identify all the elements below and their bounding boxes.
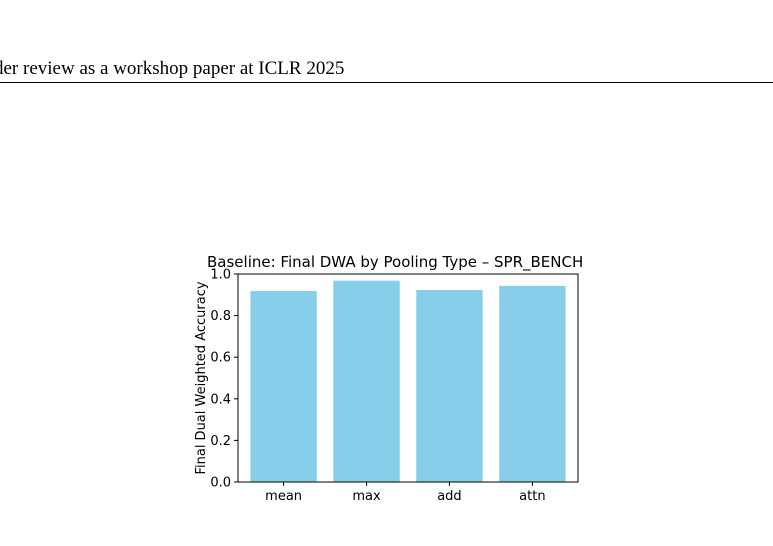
bar-chart: Baseline: Final DWA by Pooling Type – SP… [194,253,583,504]
x-tick-label: add [437,489,461,504]
y-tick-label: 0.4 [210,392,231,407]
x-tick-label: max [352,489,381,504]
x-tick-label: attn [519,489,545,504]
y-tick-label: 0.2 [210,434,231,449]
y-tick-label: 0.0 [210,476,231,491]
y-ticks-group: 0.0 0.2 0.4 0.6 0.8 1.0 [210,268,238,491]
y-axis-label: Final Dual Weighted Accuracy [194,281,209,474]
bar-add [416,290,483,482]
figure: Baseline: Final DWA by Pooling Type – SP… [188,248,594,510]
bar-attn [499,285,566,482]
bars-group [250,280,566,482]
y-tick-label: 0.8 [210,309,231,324]
y-tick-label: 0.6 [210,351,231,366]
x-tick-label: mean [265,489,302,504]
header-text: der review as a workshop paper at ICLR 2… [0,58,345,79]
x-ticks-group: mean max add attn [265,482,546,504]
page-header: der review as a workshop paper at ICLR 2… [0,56,773,83]
bar-mean [250,291,317,482]
axes-frame [237,273,579,483]
chart-title: Baseline: Final DWA by Pooling Type – SP… [207,253,583,272]
bar-max [333,280,400,482]
y-tick-label: 1.0 [210,268,231,283]
